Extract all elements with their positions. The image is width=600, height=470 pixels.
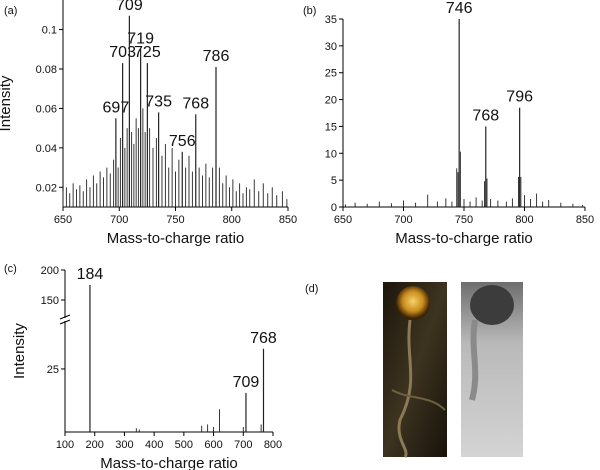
y-tick-label: 0: [331, 202, 337, 214]
peak-label: 697: [103, 99, 130, 116]
tissue-texture: [391, 389, 446, 411]
x-tick-label: 750: [455, 214, 473, 226]
y-tick-label: 15: [325, 121, 337, 133]
peak-label: 756: [169, 133, 196, 150]
panel-label: (d): [305, 283, 318, 295]
x-tick-label: 850: [279, 214, 297, 226]
panel-label: (c): [4, 263, 17, 275]
x-axis-title: Mass-to-charge ratio: [395, 230, 533, 247]
peak-label: 768: [250, 330, 277, 347]
x-tick-label: 700: [394, 214, 412, 226]
y-tick-label: 25: [325, 68, 337, 80]
tissue-spot: [396, 286, 430, 320]
x-tick-label: 700: [234, 439, 252, 451]
x-tick-label: 700: [110, 214, 128, 226]
y-tick-label: 25: [47, 364, 59, 376]
x-tick-label: 800: [515, 214, 533, 226]
y-tick-label: 0.08: [36, 64, 57, 76]
x-tick-label: 200: [86, 439, 104, 451]
y-tick-label: 0.02: [36, 182, 57, 194]
peak-label: 719: [127, 30, 154, 47]
tissue-texture: [397, 319, 413, 458]
x-axis-title: Mass-to-charge ratio: [100, 455, 238, 470]
y-tick-label: 150: [41, 295, 59, 307]
peak-label: 796: [506, 89, 533, 106]
panel-label: (a): [4, 5, 17, 17]
x-tick-label: 400: [145, 439, 163, 451]
x-axis-title: Mass-to-charge ratio: [107, 230, 245, 247]
x-tick-label: 750: [166, 214, 184, 226]
ms-image-spot: [470, 285, 514, 325]
y-tick-label: 200: [41, 265, 59, 277]
panel-label: (b): [303, 5, 316, 17]
peak-label: 735: [145, 93, 172, 110]
axis-break: [59, 314, 71, 325]
x-tick-label: 650: [334, 214, 352, 226]
y-tick-label: 0.06: [36, 103, 57, 115]
y-axis-title: Intensity: [0, 75, 14, 131]
peak-label: 768: [472, 107, 499, 124]
tissue-images: (d): [305, 282, 523, 458]
peak-label: 184: [77, 266, 104, 283]
x-tick-label: 300: [115, 439, 133, 451]
y-tick-label: 35: [325, 14, 337, 26]
y-tick-label: 30: [325, 41, 337, 53]
y-tick-label: 10: [325, 148, 337, 160]
ms-image-texture: [469, 319, 479, 401]
peak-label: 725: [134, 44, 161, 61]
y-tick-label: 5: [331, 175, 337, 187]
x-tick-label: 800: [223, 214, 241, 226]
y-tick-label: 0.1: [42, 25, 57, 37]
peak-label: 709: [116, 0, 143, 14]
x-tick-label: 800: [264, 439, 282, 451]
x-tick-label: 650: [54, 214, 72, 226]
y-tick-label: 20: [325, 95, 337, 107]
x-tick-label: 850: [576, 214, 594, 226]
peak-label: 746: [446, 0, 473, 17]
peak-label: 709: [233, 374, 260, 391]
y-tick-label: 0.04: [36, 143, 57, 155]
peak-label: 768: [182, 95, 209, 112]
x-tick-label: 500: [175, 439, 193, 451]
peak-label: 786: [203, 48, 230, 65]
y-axis-title: Intensity: [11, 323, 28, 379]
x-tick-label: 600: [204, 439, 222, 451]
x-tick-label: 100: [56, 439, 74, 451]
